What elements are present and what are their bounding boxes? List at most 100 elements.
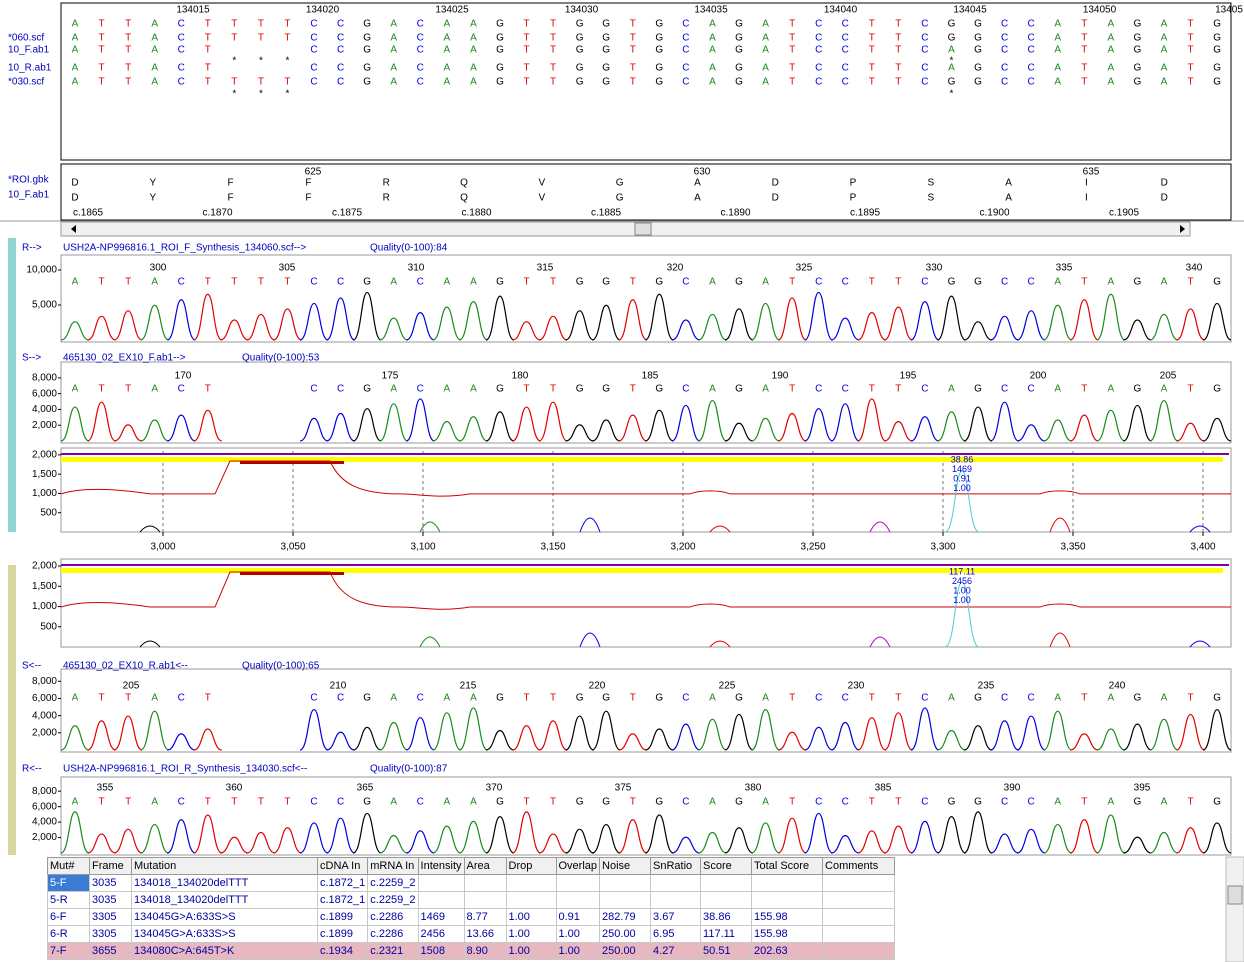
base-call: C — [310, 277, 317, 288]
trace-panel — [60, 776, 1232, 856]
v-scrollbar[interactable] — [1225, 856, 1244, 962]
diff-marker: * — [232, 89, 236, 100]
column-header[interactable]: cDNA In — [316, 857, 369, 875]
trace-peak — [910, 820, 940, 854]
column-header[interactable]: Noise — [599, 857, 652, 875]
base: T — [125, 77, 131, 88]
trace-peak — [459, 820, 488, 854]
base-call: C — [178, 797, 185, 808]
scroll-left[interactable] — [71, 225, 76, 233]
scroll-right[interactable] — [1180, 225, 1185, 233]
base: T — [789, 45, 795, 56]
trace-peak — [963, 725, 993, 751]
base-call: C — [1001, 797, 1008, 808]
table-cell: 250.00 — [599, 942, 652, 960]
base-call: A — [1161, 384, 1168, 395]
column-header[interactable]: Overlap — [555, 857, 601, 875]
column-header[interactable]: mRNA In — [367, 857, 419, 875]
residual-peak — [419, 521, 441, 533]
column-header[interactable]: Drop — [505, 857, 557, 875]
y-tick-label: 2,000 — [32, 832, 57, 843]
base-call: G — [363, 277, 371, 288]
position-label: 325 — [796, 263, 813, 274]
column-header[interactable]: Frame — [89, 857, 132, 875]
quality-band — [61, 568, 1223, 573]
base: G — [496, 33, 504, 44]
position-label: 305 — [279, 263, 296, 274]
column-header[interactable]: Area — [463, 857, 507, 875]
column-header[interactable]: Total Score — [751, 857, 824, 875]
mutation-row[interactable]: 6-F 3305 134045G>A:633S>S c.1899 c.2286 1469 8… — [47, 908, 896, 926]
table-cell: c.1872_1 — [316, 874, 369, 892]
mutation-row[interactable]: 7-F 3655 134080C>A:645T>K c.1934 c.2321 1508 8… — [47, 942, 896, 960]
base: G — [496, 77, 504, 88]
trace-peak — [220, 319, 249, 341]
trace-peak — [299, 302, 329, 341]
base: T — [205, 77, 211, 88]
base-call: G — [655, 277, 663, 288]
diff-marker: * — [232, 56, 236, 67]
scroll-thumb[interactable] — [634, 222, 652, 236]
sample-label: 10_F.ab1 — [8, 45, 50, 56]
trace-peak — [432, 825, 462, 854]
base-call: T — [1187, 277, 1193, 288]
table-cell: 0.91 — [555, 908, 601, 926]
amino-acid: A — [694, 193, 701, 204]
base-call: T — [550, 797, 556, 808]
base: T — [231, 33, 237, 44]
base: A — [709, 19, 716, 30]
table-cell: 5-F — [47, 874, 90, 892]
trace-peak — [1069, 299, 1099, 341]
column-header[interactable]: Mut# — [47, 857, 90, 875]
mutation-annotation: 1.00 — [953, 483, 971, 493]
v-scroll-thumb[interactable] — [1227, 885, 1243, 905]
trace-peak — [618, 733, 647, 751]
y-tick-label: 4,000 — [32, 404, 57, 415]
column-header[interactable]: Mutation — [131, 857, 318, 875]
trace-peak — [777, 731, 807, 751]
base: A — [444, 19, 451, 30]
base: A — [390, 19, 397, 30]
ruler-label: 134035 — [694, 5, 728, 16]
base-call: C — [417, 277, 424, 288]
base: G — [602, 19, 610, 30]
table-cell: 134018_134020delTTT — [131, 874, 318, 892]
column-header[interactable]: SnRatio — [650, 857, 702, 875]
trace-peak — [1043, 823, 1072, 854]
base: T — [869, 63, 875, 74]
base-call: G — [496, 797, 504, 808]
table-cell: 134018_134020delTTT — [131, 891, 318, 909]
trace-peak — [910, 416, 940, 442]
base: T — [869, 45, 875, 56]
column-header[interactable]: Intensity — [417, 857, 465, 875]
base: C — [178, 19, 185, 30]
base: T — [895, 77, 901, 88]
base-call: T — [1187, 384, 1193, 395]
column-header[interactable]: Comments — [822, 857, 896, 875]
quality: Quality(0-100):84 — [370, 243, 448, 254]
base-call: T — [869, 384, 875, 395]
trace-peak — [777, 297, 807, 341]
table-cell — [700, 874, 753, 892]
table-cell: 1469 — [417, 908, 465, 926]
mutation-row[interactable]: 5-F 3035 134018_134020delTTT c.1872_1 c.2259… — [47, 874, 896, 892]
ruler-label: 134020 — [306, 5, 340, 16]
trace-peak — [220, 836, 249, 854]
amino-acid: D — [71, 178, 78, 189]
trace-peak — [804, 291, 834, 341]
mutation-row[interactable]: 5-R 3035 134018_134020delTTT c.1872_1 c.2259… — [47, 891, 896, 909]
mutation-row[interactable]: 6-R 3305 134045G>A:633S>S c.1899 c.2286 2456 1… — [47, 925, 896, 943]
base: C — [417, 19, 424, 30]
table-cell: 1.00 — [555, 942, 601, 960]
amino-acid: D — [772, 178, 779, 189]
base-call: T — [630, 797, 636, 808]
position-label: 340 — [1186, 263, 1203, 274]
column-header[interactable]: Score — [700, 857, 753, 875]
alignment-panel — [60, 2, 1232, 161]
base-call: T — [630, 277, 636, 288]
base-call: C — [842, 277, 849, 288]
h-scrollbar[interactable] — [60, 221, 1191, 237]
base-call: C — [337, 693, 344, 704]
trace-peak — [884, 825, 913, 854]
base-call: T — [125, 797, 131, 808]
